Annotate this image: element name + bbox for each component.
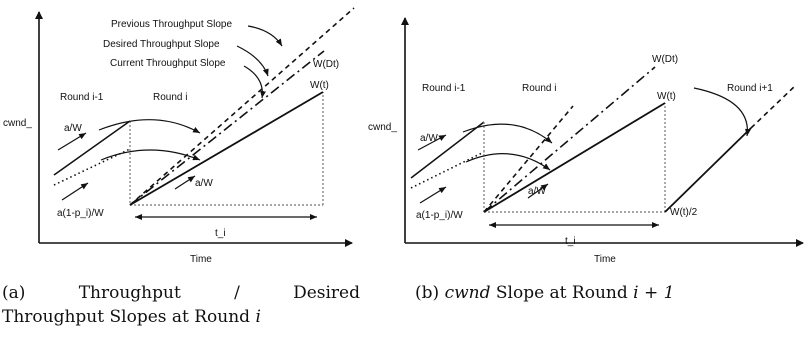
previous-slope-pointer [247, 25, 283, 47]
w-t-half-label: W(t)/2 [670, 207, 698, 218]
a-over-w-mid-label: a/W [195, 178, 213, 189]
desired-slope-label: Desired Throughput Slope [103, 39, 220, 50]
x-axis-label: Time [594, 254, 616, 265]
caption-a-word2: Desired [293, 283, 360, 303]
caption-a-var: i [255, 307, 261, 327]
caption-b-var: cwnd [444, 283, 491, 303]
current-slope-label: Current Throughput Slope [110, 58, 226, 69]
a-over-w-mid-arrow [527, 183, 549, 199]
a-over-w-left-label: a/W [64, 123, 82, 134]
t-i-label: t_i [215, 228, 226, 239]
round-prev-label: Round i-1 [422, 83, 466, 94]
next-round-dashed-line [750, 84, 797, 129]
next-round-slope-line [664, 127, 752, 213]
desired-slope-pointer [236, 45, 269, 77]
a-one-minus-p-label: a(1-p_i)/W [57, 208, 104, 219]
diagram-svg: cwnd_ Time Previous Throughput Slope Des… [3, 7, 804, 265]
w-dt-label: W(Dt) [652, 54, 678, 65]
round-transition-arrow [693, 87, 751, 137]
transfer-arrow-upper [462, 123, 553, 144]
desired-throughput-slope-line [483, 66, 656, 213]
round-next-label: Round i+1 [727, 83, 773, 94]
transfer-arrow-lower [465, 153, 551, 171]
y-axis-label: cwnd_ [3, 118, 32, 129]
caption-b: (b) cwnd Slope at Round i + 1 [415, 281, 674, 305]
previous-throughput-slope-line [129, 7, 355, 206]
caption-a-sep: / [234, 283, 240, 303]
desired-throughput-slope-line [129, 50, 325, 206]
a-over-w-left-label: a/W [420, 133, 438, 144]
w-t-label: W(t) [310, 80, 329, 91]
transfer-arrow-lower [100, 149, 201, 161]
dotted-continuation-line [410, 151, 485, 189]
dotted-continuation-line [53, 148, 131, 186]
round-cur-label: Round i [522, 83, 556, 94]
a-one-minus-p-label: a(1-p_i)/W [416, 210, 463, 221]
current-throughput-slope-line [129, 91, 324, 206]
current-slope-pointer [243, 65, 267, 99]
caption-b-math: i + 1 [633, 283, 675, 303]
round-prev-label: Round i-1 [60, 92, 104, 103]
caption-b-tag: (b) [415, 283, 440, 303]
w-dt-label: W(Dt) [313, 59, 339, 70]
round-prev-slope-line [53, 120, 131, 176]
current-throughput-slope-line [483, 102, 666, 213]
round-cur-label: Round i [153, 92, 187, 103]
y-axis-label: cwnd_ [368, 122, 397, 133]
slope-arrow-lower [61, 182, 89, 201]
w-t-label: W(t) [657, 91, 676, 102]
transfer-arrow-upper [98, 119, 201, 134]
caption-b-text: Slope at Round [490, 283, 634, 303]
slope-arrow-upper [417, 134, 447, 151]
slope-arrow-upper [57, 132, 87, 151]
slope-arrow-lower [419, 186, 447, 204]
caption-a-line2: Throughput Slopes at Round i [2, 305, 261, 329]
caption-a-line1: (a) Throughput / Desired [2, 281, 360, 305]
a-over-w-mid-label: a/W [528, 186, 546, 197]
caption-a-tag: (a) [2, 283, 26, 303]
caption-a-word1: Throughput [78, 283, 181, 303]
t-i-label: t_i [565, 236, 576, 247]
a-over-w-mid-arrow [174, 175, 196, 190]
round-prev-slope-line [410, 121, 485, 179]
panel-a: cwnd_ Time Previous Throughput Slope Des… [3, 7, 355, 265]
x-axis-label: Time [190, 254, 212, 265]
previous-slope-label: Previous Throughput Slope [111, 19, 232, 30]
panel-b: cwnd_ Time W(Dt) W(t) W(t)/2 Round i-1 R… [368, 17, 804, 265]
caption-a-line2-text: Throughput Slopes at Round [2, 307, 256, 327]
